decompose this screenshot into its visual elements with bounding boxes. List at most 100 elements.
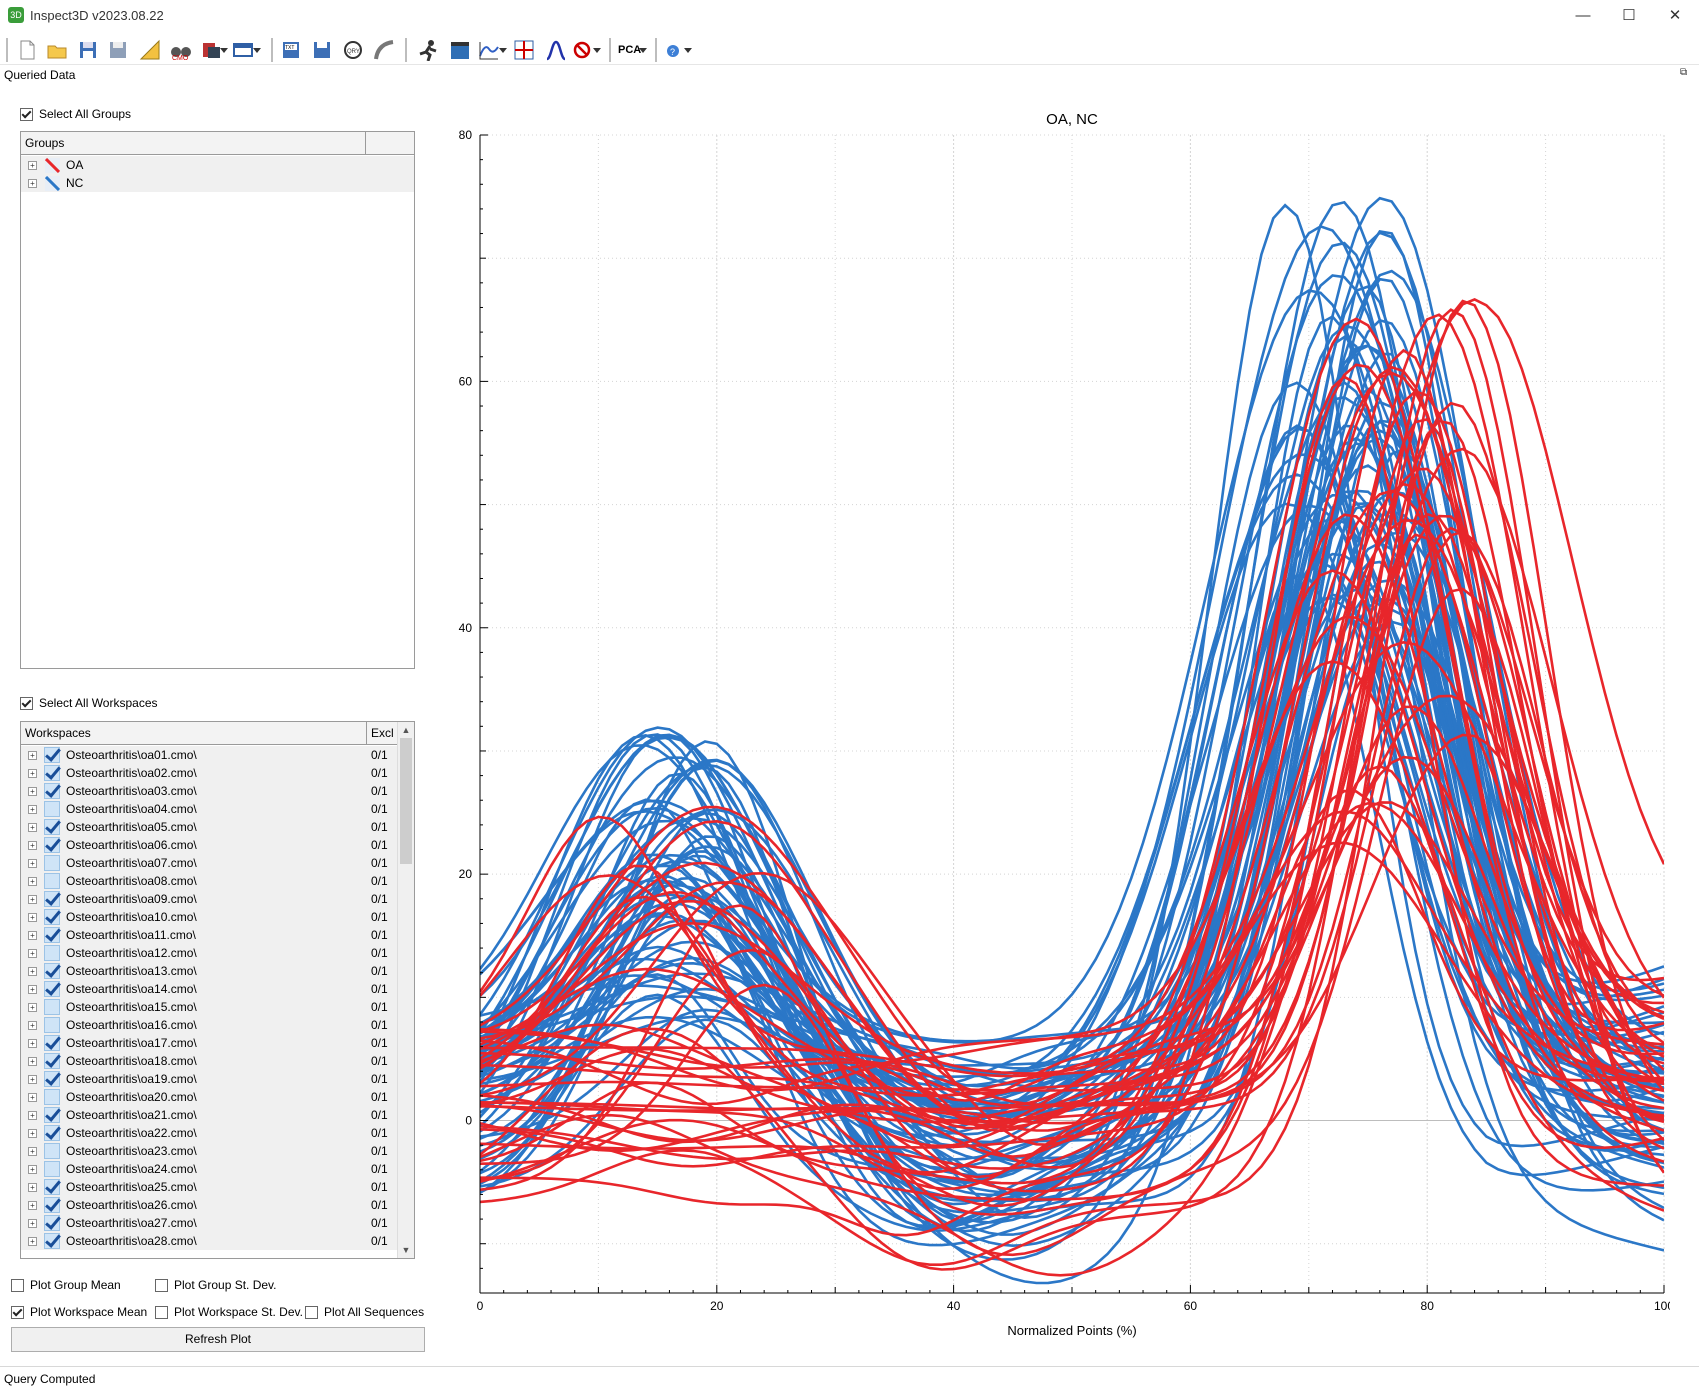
crosshair-grid-icon[interactable] <box>513 39 535 61</box>
save-disk-icon[interactable] <box>311 39 333 61</box>
expand-icon[interactable]: + <box>28 949 37 958</box>
workspace-checkbox[interactable] <box>44 909 60 925</box>
minimize-button[interactable]: — <box>1575 7 1591 24</box>
group-row-nc[interactable]: + NC <box>21 174 414 192</box>
binoculars-search-icon[interactable]: CMO <box>170 39 192 62</box>
groups-extra-column-header[interactable] <box>366 132 414 154</box>
workspace-checkbox[interactable] <box>44 783 60 799</box>
workspace-checkbox[interactable] <box>44 945 60 961</box>
plot-workspace-sd-checkbox[interactable]: Plot Workspace St. Dev. <box>155 1305 303 1319</box>
expand-icon[interactable]: + <box>28 931 37 940</box>
expand-icon[interactable]: + <box>28 1111 37 1120</box>
pca-icon[interactable]: PCA <box>618 44 642 56</box>
workspace-row[interactable]: + Osteoarthritis\oa07.cmo\ 0/1 <box>21 854 397 872</box>
expand-icon[interactable]: + <box>28 1219 37 1228</box>
ruler-icon[interactable] <box>139 39 161 61</box>
expand-icon[interactable]: + <box>28 1075 37 1084</box>
workspace-row[interactable]: + Osteoarthritis\oa19.cmo\ 0/1 <box>21 1070 397 1088</box>
workspace-checkbox[interactable] <box>44 999 60 1015</box>
workspace-row[interactable]: + Osteoarthritis\oa26.cmo\ 0/1 <box>21 1196 397 1214</box>
workspace-checkbox[interactable] <box>44 765 60 781</box>
qry-refresh-icon[interactable]: QRY <box>342 39 364 61</box>
expand-icon[interactable]: + <box>28 841 37 850</box>
checkbox-box[interactable] <box>20 107 33 121</box>
workspace-row[interactable]: + Osteoarthritis\oa02.cmo\ 0/1 <box>21 764 397 782</box>
excl-column-header[interactable]: Excl <box>371 726 394 740</box>
workspace-checkbox[interactable] <box>44 855 60 871</box>
workspace-row[interactable]: + Osteoarthritis\oa21.cmo\ 0/1 <box>21 1106 397 1124</box>
groups-tree[interactable]: Groups + OA + NC <box>20 131 415 669</box>
workspace-checkbox[interactable] <box>44 1215 60 1231</box>
workspace-row[interactable]: + Osteoarthritis\oa22.cmo\ 0/1 <box>21 1124 397 1142</box>
workspace-row[interactable]: + Osteoarthritis\oa15.cmo\ 0/1 <box>21 998 397 1016</box>
export-cmo-icon[interactable] <box>200 39 222 61</box>
workspace-checkbox[interactable] <box>44 1179 60 1195</box>
workspace-row[interactable]: + Osteoarthritis\oa16.cmo\ 0/1 <box>21 1016 397 1034</box>
runner-motion-icon[interactable] <box>417 39 439 62</box>
plot-workspace-mean-checkbox[interactable]: Plot Workspace Mean <box>11 1305 147 1319</box>
workspace-row[interactable]: + Osteoarthritis\oa06.cmo\ 0/1 <box>21 836 397 854</box>
workspaces-tree[interactable]: Workspaces Excl + Osteoarthritis\oa01.cmo… <box>20 721 415 1259</box>
workspace-checkbox[interactable] <box>44 1035 60 1051</box>
save-as-icon[interactable] <box>107 39 129 61</box>
expand-icon[interactable]: + <box>28 751 37 760</box>
expand-icon[interactable]: + <box>28 1039 37 1048</box>
checkbox-box[interactable] <box>155 1305 168 1319</box>
scrollbar-thumb[interactable] <box>400 738 412 864</box>
workspace-checkbox[interactable] <box>44 747 60 763</box>
workspace-checkbox[interactable] <box>44 1053 60 1069</box>
no-symbol-dropdown-caret[interactable] <box>593 48 601 53</box>
workspace-checkbox[interactable] <box>44 1233 60 1249</box>
expand-icon[interactable]: + <box>28 1147 37 1156</box>
expand-icon[interactable]: + <box>28 1237 37 1246</box>
workspace-row[interactable]: + Osteoarthritis\oa04.cmo\ 0/1 <box>21 800 397 818</box>
txt-export-icon[interactable]: TXT <box>280 39 302 61</box>
open-folder-icon[interactable] <box>46 39 68 61</box>
expand-icon[interactable]: + <box>28 769 37 778</box>
expand-icon[interactable]: + <box>28 1003 37 1012</box>
restore-panel-icon[interactable]: ⧉ <box>1680 67 1688 78</box>
expand-icon[interactable]: + <box>28 967 37 976</box>
workspace-checkbox[interactable] <box>44 1161 60 1177</box>
workspace-checkbox[interactable] <box>44 801 60 817</box>
plot-all-sequences-checkbox[interactable]: Plot All Sequences <box>305 1305 424 1319</box>
workspace-checkbox[interactable] <box>44 1089 60 1105</box>
help-icon[interactable]: ? <box>665 39 687 61</box>
workspace-checkbox[interactable] <box>44 873 60 889</box>
expand-icon[interactable]: + <box>28 1201 37 1210</box>
expand-icon[interactable]: + <box>28 913 37 922</box>
export-dropdown-caret[interactable] <box>220 48 228 53</box>
curve-tool-icon[interactable] <box>373 39 395 61</box>
checkbox-box[interactable] <box>11 1305 24 1319</box>
close-button[interactable]: ✕ <box>1668 7 1682 24</box>
workspace-row[interactable]: + Osteoarthritis\oa20.cmo\ 0/1 <box>21 1088 397 1106</box>
workspace-row[interactable]: + Osteoarthritis\oa03.cmo\ 0/1 <box>21 782 397 800</box>
workspace-row[interactable]: + Osteoarthritis\oa01.cmo\ 0/1 <box>21 746 397 764</box>
pca-dropdown-caret[interactable] <box>639 48 647 53</box>
workspace-row[interactable]: + Osteoarthritis\oa25.cmo\ 0/1 <box>21 1178 397 1196</box>
refresh-plot-button[interactable]: Refresh Plot <box>11 1327 425 1352</box>
workspace-row[interactable]: + Osteoarthritis\oa13.cmo\ 0/1 <box>21 962 397 980</box>
expand-icon[interactable]: + <box>28 823 37 832</box>
workspace-checkbox[interactable] <box>44 927 60 943</box>
expand-icon[interactable]: + <box>28 877 37 886</box>
workspace-row[interactable]: + Osteoarthritis\oa28.cmo\ 0/1 <box>21 1232 397 1250</box>
workspaces-column-header[interactable]: Workspaces <box>21 722 367 744</box>
workspace-checkbox[interactable] <box>44 837 60 853</box>
workspace-row[interactable]: + Osteoarthritis\oa23.cmo\ 0/1 <box>21 1142 397 1160</box>
expand-icon[interactable]: + <box>28 161 37 170</box>
plot-group-mean-checkbox[interactable]: Plot Group Mean <box>11 1278 121 1292</box>
workspace-checkbox[interactable] <box>44 1071 60 1087</box>
workspace-checkbox[interactable] <box>44 981 60 997</box>
expand-icon[interactable]: + <box>28 787 37 796</box>
workspace-row[interactable]: + Osteoarthritis\oa08.cmo\ 0/1 <box>21 872 397 890</box>
no-symbol-icon[interactable] <box>571 39 593 61</box>
expand-icon[interactable]: + <box>28 1165 37 1174</box>
workspace-row[interactable]: + Osteoarthritis\oa18.cmo\ 0/1 <box>21 1052 397 1070</box>
expand-icon[interactable]: + <box>28 1057 37 1066</box>
workspace-checkbox[interactable] <box>44 963 60 979</box>
expand-icon[interactable]: + <box>28 179 37 188</box>
checkbox-box[interactable] <box>11 1278 24 1292</box>
maximize-button[interactable]: ☐ <box>1622 7 1636 24</box>
workspace-row[interactable]: + Osteoarthritis\oa05.cmo\ 0/1 <box>21 818 397 836</box>
